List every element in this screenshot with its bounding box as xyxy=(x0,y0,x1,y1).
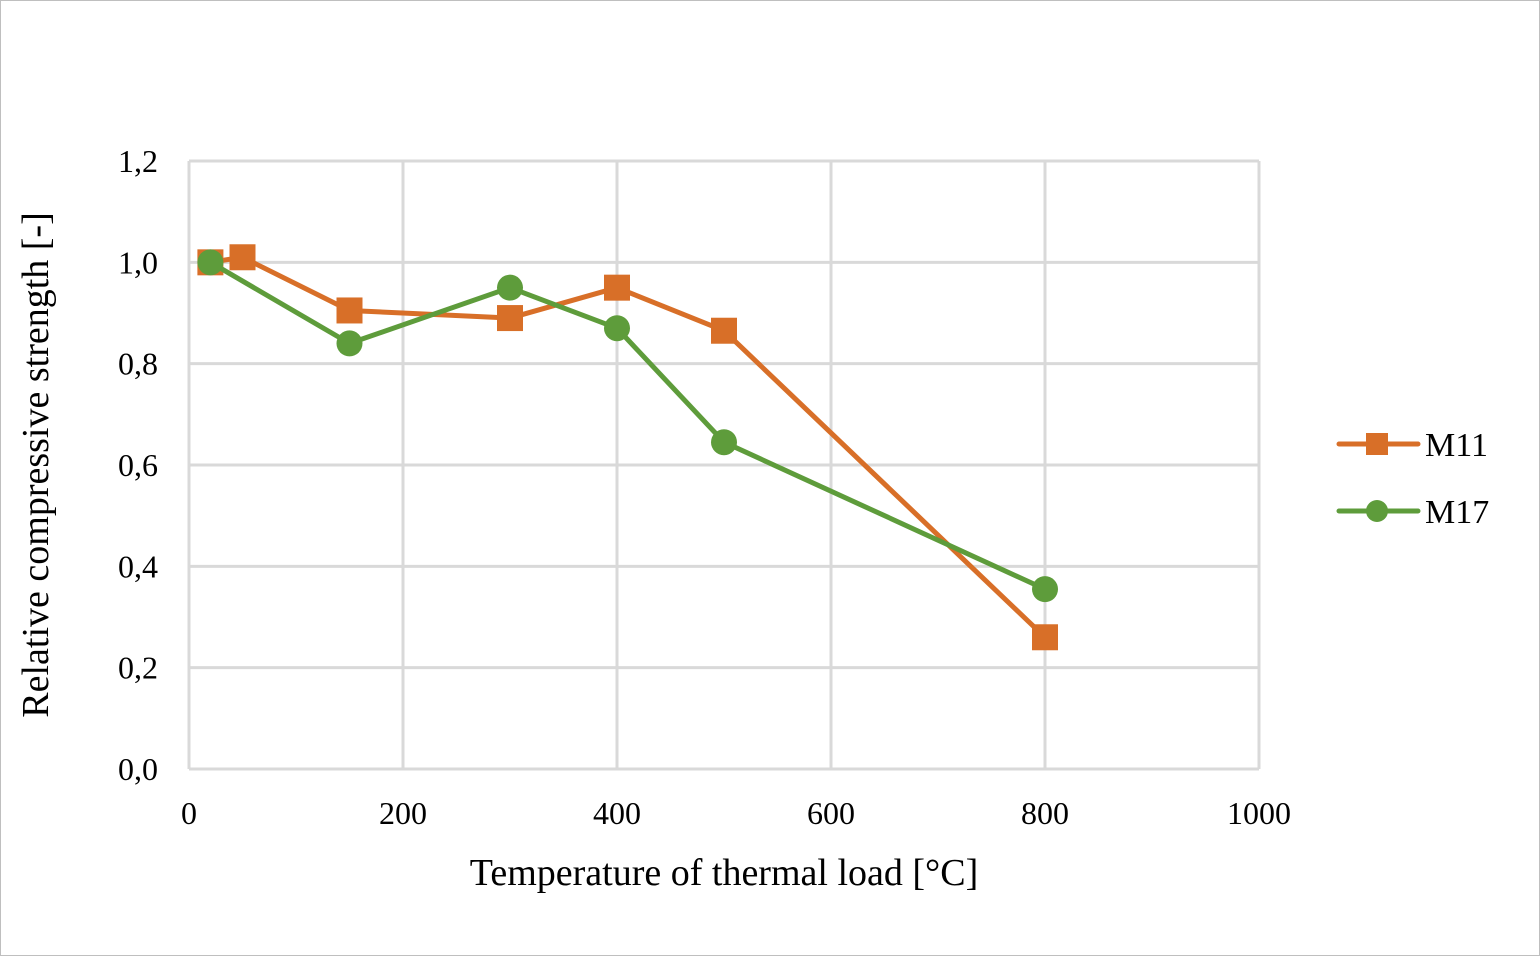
x-axis-title: Temperature of thermal load [°C] xyxy=(470,852,978,894)
y-tick-label: 0,8 xyxy=(118,346,158,382)
series-m17 xyxy=(197,249,1058,603)
legend: M11 M17 xyxy=(1336,427,1489,531)
x-tick-label: 400 xyxy=(593,795,641,831)
x-tick-label: 800 xyxy=(1021,795,1069,831)
y-tick-label: 0,4 xyxy=(118,548,158,584)
data-point-circle xyxy=(711,429,737,456)
data-point-circle xyxy=(197,249,224,276)
data-point-square xyxy=(497,305,523,332)
y-axis-ticks: 0,0 0,2 0,4 0,6 0,8 1,0 1,2 xyxy=(118,143,158,787)
data-point-circle xyxy=(497,274,523,301)
legend-label: M11 xyxy=(1425,427,1488,464)
data-point-square xyxy=(336,297,363,324)
x-tick-label: 200 xyxy=(379,795,427,831)
y-tick-label: 0,0 xyxy=(118,751,158,787)
legend-label: M17 xyxy=(1425,494,1489,531)
x-tick-label: 0 xyxy=(181,795,197,831)
y-tick-label: 1,2 xyxy=(118,143,158,179)
data-point-circle xyxy=(1032,576,1058,603)
data-point-circle xyxy=(336,330,363,357)
legend-circle-marker xyxy=(1366,500,1388,522)
x-tick-label: 600 xyxy=(807,795,855,831)
legend-item-m11: M11 xyxy=(1336,427,1488,464)
y-tick-label: 0,2 xyxy=(118,650,158,686)
data-point-circle xyxy=(604,315,630,342)
series-group xyxy=(197,244,1058,651)
legend-item-m17: M17 xyxy=(1336,494,1489,531)
series-line xyxy=(210,254,1047,640)
y-axis-title: Relative compressive strength [-] xyxy=(15,212,57,717)
series-line xyxy=(209,260,1047,592)
x-tick-label: 1000 xyxy=(1227,795,1291,831)
data-point-square xyxy=(604,274,630,301)
data-point-square xyxy=(1032,624,1058,651)
x-axis-ticks: 0 200 400 600 800 1000 xyxy=(181,795,1291,831)
data-point-square xyxy=(229,244,256,271)
y-tick-label: 0,6 xyxy=(118,447,158,483)
grid xyxy=(187,159,1261,771)
data-point-square xyxy=(711,317,737,344)
y-tick-label: 1,0 xyxy=(118,244,158,280)
legend-square-marker xyxy=(1366,433,1388,455)
series-m11 xyxy=(197,244,1058,651)
